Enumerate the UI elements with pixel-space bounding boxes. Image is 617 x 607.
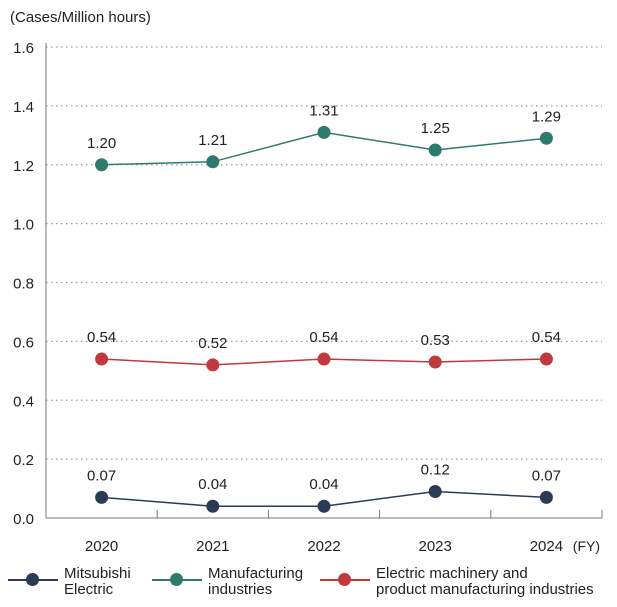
data-point: [539, 352, 553, 366]
y-tick-label: 0.8: [13, 276, 34, 293]
y-tick-label: 0.4: [13, 393, 34, 410]
data-point: [539, 131, 553, 145]
series-1: 1.20 1.21 1.31 1.25 1.29: [87, 102, 561, 172]
data-point: [95, 158, 109, 172]
data-point: [95, 352, 109, 366]
data-label: 0.07: [532, 467, 561, 484]
data-label: 0.54: [532, 329, 561, 346]
data-label: 1.20: [87, 135, 116, 152]
data-point: [317, 125, 331, 139]
series-0: 0.07 0.04 0.04 0.12 0.07: [87, 462, 561, 513]
data-label: 0.54: [87, 329, 116, 346]
data-point: [206, 358, 220, 372]
data-point: [539, 490, 553, 504]
data-label: 0.54: [309, 329, 338, 346]
legend: Mitsubishi Electric Manufacturing indust…: [0, 560, 617, 607]
data-label: 1.31: [309, 102, 338, 119]
data-label: 1.29: [532, 108, 561, 125]
data-point: [317, 499, 331, 513]
data-point: [95, 490, 109, 504]
data-label: 0.12: [421, 462, 450, 479]
x-tick-label: 2021: [196, 538, 229, 555]
data-point: [317, 352, 331, 366]
data-label: 0.52: [198, 335, 227, 352]
data-label: 0.04: [309, 476, 338, 493]
data-point: [206, 155, 220, 169]
legend-label: Mitsubishi Electric: [64, 565, 131, 598]
legend-item-electric-machinery: Electric machinery and product manufactu…: [320, 566, 594, 598]
axes: 0.0 0.2 0.4 0.6 0.8 1.0 1.2 1.4 1.6 2020 2021 2022 2…: [13, 40, 603, 555]
legend-marker-mitsubishi-electric: [8, 566, 58, 586]
data-point: [428, 485, 442, 499]
x-tick-label: 2022: [307, 538, 340, 555]
series-2: 0.54 0.52 0.54 0.53 0.54: [87, 329, 561, 372]
y-tick-label: 1.4: [13, 99, 34, 116]
line-chart: (Cases/Million hours) 0.0 0.2 0.4 0.6 0.8 1.0…: [10, 9, 603, 555]
legend-item-manufacturing-industries: Manufacturing industries: [152, 566, 303, 598]
y-tick-label: 1.2: [13, 158, 34, 175]
legend-item-mitsubishi-electric: Mitsubishi Electric: [8, 566, 131, 598]
data-label: 0.53: [421, 332, 450, 349]
data-point: [206, 499, 220, 513]
y-tick-label: 0.6: [13, 334, 34, 351]
data-label: 0.07: [87, 467, 116, 484]
legend-marker-electric-machinery: [320, 566, 370, 586]
x-axis-unit-label: (FY): [573, 538, 600, 554]
data-point: [428, 143, 442, 157]
data-label: 1.25: [421, 120, 450, 137]
y-axis-unit-label: (Cases/Million hours): [10, 9, 151, 26]
x-tick-label: 2020: [85, 538, 118, 555]
y-tick-label: 0.2: [13, 452, 34, 469]
y-tick-label: 1.0: [13, 217, 34, 234]
legend-marker-manufacturing-industries: [152, 566, 202, 586]
series-group: 0.07 0.04 0.04 0.12 0.07 1.20 1.21 1.31 1.25 1.29…: [87, 102, 561, 513]
data-label: 1.21: [198, 132, 227, 149]
x-tick-label: 2023: [419, 538, 452, 555]
data-point: [428, 355, 442, 369]
legend-label: Electric machinery and product manufactu…: [376, 565, 594, 598]
y-tick-label: 1.6: [13, 40, 34, 57]
x-tick-label: 2024: [530, 538, 563, 555]
y-tick-label: 0.0: [13, 511, 34, 528]
data-label: 0.04: [198, 476, 227, 493]
legend-label: Manufacturing industries: [208, 565, 304, 598]
